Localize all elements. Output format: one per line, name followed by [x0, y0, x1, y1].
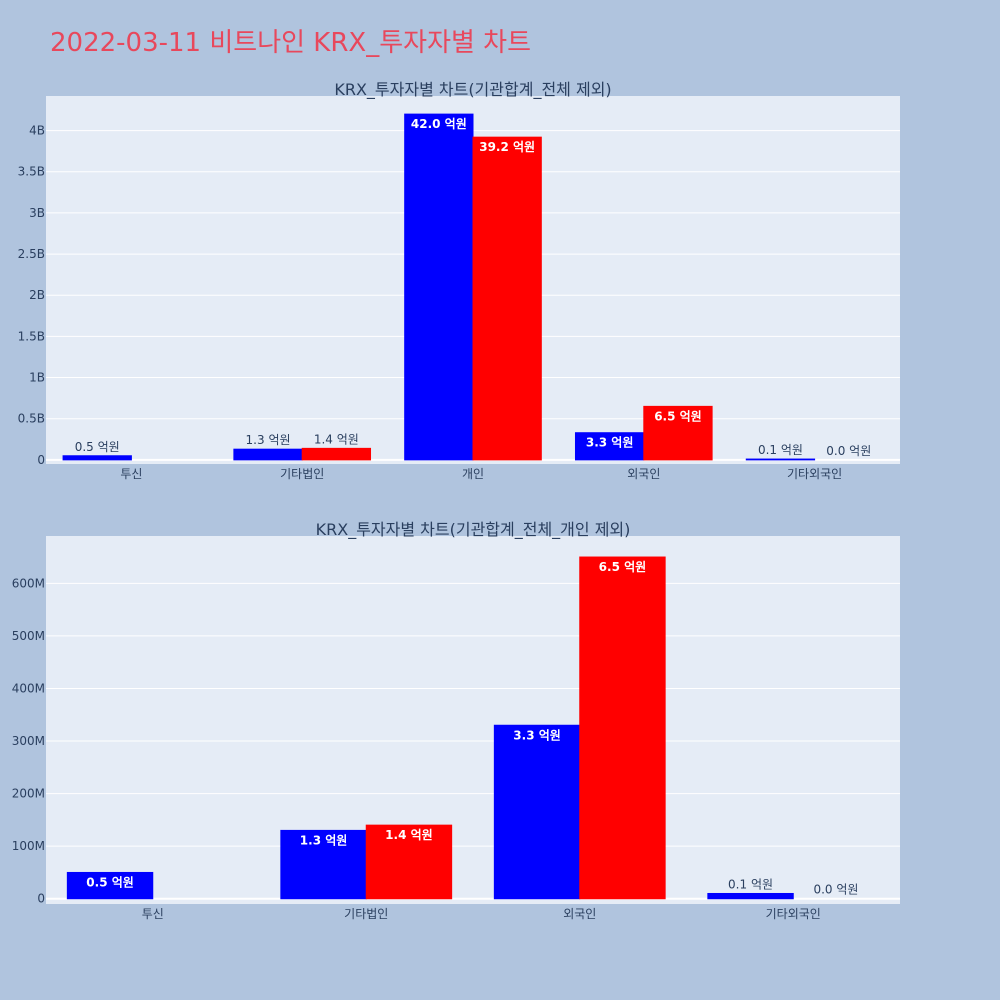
bar-value-label: 1.4 억원: [385, 828, 433, 842]
sell-bar: [301, 447, 372, 461]
y-tick-label: 2.5B: [18, 247, 45, 261]
y-tick-label: 300M: [12, 734, 45, 748]
buy-bar: [404, 113, 474, 461]
chart-all-investors: 0 0.5B 1B 1.5B 2B 2.5B 3B 3.5B 4B KRX_투자자별 차트(기관합…: [18, 80, 900, 481]
bar-value-label: 0.1 억원: [758, 443, 803, 457]
bar-value-label: 42.0 억원: [411, 117, 467, 131]
buy-bar: [493, 724, 581, 900]
buy-bar: [707, 892, 794, 900]
chart-title: KRX_투자자별 차트(기관합계_전체 제외): [334, 80, 611, 100]
bar-value-label: 0.0 억원: [813, 883, 858, 897]
bar-value-label: 3.3 억원: [586, 436, 634, 450]
y-tick-label: 100M: [12, 839, 45, 853]
x-tick-label: 기타법인: [280, 467, 324, 481]
x-tick-label: 기타외국인: [766, 907, 821, 921]
y-tick-label: 600M: [12, 576, 45, 590]
buy-bar: [280, 829, 367, 900]
x-tick-label: 개인: [462, 467, 484, 481]
y-tick-label: 3B: [29, 206, 45, 220]
sell-bar: [643, 405, 713, 461]
bar-value-label: 1.3 억원: [300, 833, 348, 847]
y-tick-label: 200M: [12, 787, 45, 801]
y-tick-label: 0: [37, 453, 45, 467]
page-title: 2022-03-11 비트나인 KRX_투자자별 차트: [50, 28, 532, 58]
bar-value-label: 6.5 억원: [654, 409, 702, 423]
chart-title: KRX_투자자별 차트(기관합계_전체_개인 제외): [316, 520, 631, 540]
x-tick-label: 투신: [120, 467, 142, 481]
y-tick-label: 3.5B: [18, 165, 45, 179]
bar-value-label: 6.5 억원: [599, 560, 647, 574]
y-tick-label: 1B: [29, 371, 45, 385]
y-tick-label: 0.5B: [18, 412, 45, 426]
y-tick-label: 4B: [29, 124, 45, 138]
bar-value-label: 0.0 억원: [826, 444, 871, 458]
buy-bar: [66, 871, 154, 900]
buy-bar: [574, 432, 645, 461]
x-tick-label: 외국인: [563, 907, 596, 921]
x-tick-label: 투신: [142, 907, 164, 921]
x-tick-label: 외국인: [627, 467, 660, 481]
bar-value-label: 39.2 억원: [479, 140, 535, 154]
bar-value-label: 0.5 억원: [86, 875, 134, 889]
plot-area: [46, 536, 900, 904]
sell-bar: [472, 136, 542, 461]
x-tick-label: 기타외국인: [787, 467, 842, 481]
y-tick-label: 1.5B: [18, 329, 45, 343]
bar-value-label: 0.5 억원: [75, 440, 120, 454]
x-tick-label: 기타법인: [344, 907, 388, 921]
bar-value-label: 1.3 억원: [246, 433, 291, 447]
y-tick-label: 2B: [29, 288, 45, 302]
y-tick-label: 400M: [12, 681, 45, 695]
y-tick-label: 0: [37, 892, 45, 906]
bar-value-label: 0.1 억원: [728, 877, 773, 891]
buy-bar: [745, 458, 816, 461]
buy-bar: [62, 455, 132, 461]
bar-value-label: 3.3 억원: [513, 728, 561, 742]
sell-bar: [365, 824, 453, 900]
y-tick-label: 500M: [12, 629, 45, 643]
sell-bar: [579, 556, 666, 900]
bar-value-label: 1.4 억원: [314, 432, 359, 446]
